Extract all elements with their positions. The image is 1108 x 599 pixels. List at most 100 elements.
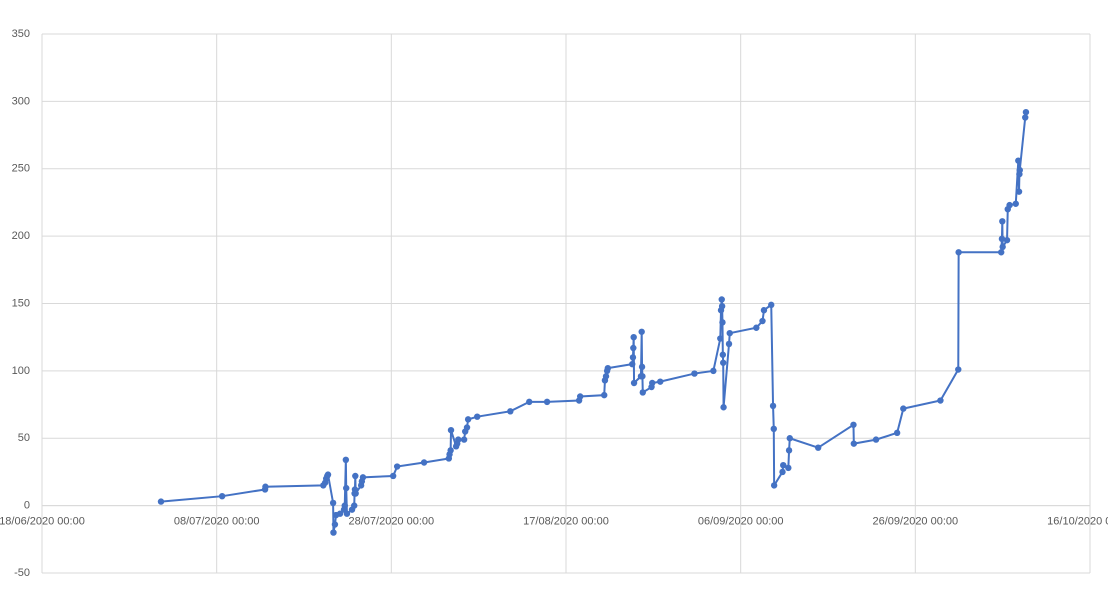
marker	[639, 389, 646, 396]
marker	[759, 317, 766, 325]
marker	[1006, 201, 1013, 209]
y-tick-label: 50	[18, 432, 30, 444]
marker	[955, 366, 962, 373]
marker	[998, 235, 1006, 243]
marker	[770, 425, 777, 433]
marker	[526, 398, 533, 406]
marker	[447, 426, 455, 434]
marker	[649, 379, 656, 387]
marker	[657, 378, 664, 385]
marker	[760, 307, 768, 314]
marker	[999, 243, 1006, 251]
y-tick-label: 100	[12, 365, 30, 377]
x-tick-label: 18/06/2020 00:00	[0, 516, 85, 528]
marker	[604, 364, 612, 372]
x-tick-label: 16/10/2020 00:00	[1047, 516, 1108, 528]
marker	[330, 529, 337, 536]
marker	[937, 397, 944, 404]
x-tick-label: 17/08/2020 00:00	[523, 516, 609, 528]
marker	[336, 510, 344, 517]
y-tick-label: 250	[12, 163, 30, 175]
marker	[543, 398, 551, 406]
marker	[507, 408, 514, 415]
marker	[341, 502, 348, 509]
marker	[1022, 114, 1029, 121]
y-tick-label: 0	[24, 500, 30, 512]
marker	[630, 379, 638, 387]
marker	[629, 360, 636, 368]
marker	[218, 492, 226, 500]
marker	[630, 344, 637, 352]
y-tick-label: 300	[12, 95, 30, 107]
marker	[576, 393, 584, 400]
marker	[329, 499, 337, 507]
y-tick-label: -50	[14, 567, 30, 579]
marker	[342, 456, 350, 464]
marker	[1022, 108, 1030, 116]
marker	[262, 483, 269, 490]
marker	[710, 367, 717, 375]
marker	[785, 464, 792, 472]
marker	[900, 405, 907, 412]
marker	[769, 402, 777, 410]
marker	[1015, 157, 1022, 164]
marker	[601, 391, 608, 399]
line	[160, 112, 1027, 533]
y-tick-label: 150	[12, 297, 30, 309]
marker	[455, 436, 462, 443]
marker	[359, 474, 367, 481]
marker	[725, 340, 733, 348]
marker	[460, 436, 468, 443]
y-tick-label: 350	[12, 28, 30, 40]
marker	[720, 404, 727, 411]
marker	[638, 328, 645, 335]
marker	[420, 459, 428, 466]
marker	[780, 462, 787, 469]
marker	[955, 249, 962, 256]
marker	[324, 471, 332, 478]
marker	[447, 447, 454, 454]
marker	[351, 502, 358, 509]
marker	[720, 359, 727, 366]
marker	[639, 373, 646, 380]
marker	[872, 436, 880, 443]
marker	[718, 302, 726, 310]
marker	[352, 490, 359, 497]
x-tick-label: 28/07/2020 00:00	[349, 516, 435, 528]
marker	[630, 333, 637, 341]
marker	[157, 498, 165, 505]
marker	[1012, 200, 1019, 207]
marker	[814, 444, 822, 451]
marker	[850, 421, 857, 428]
marker	[998, 249, 1005, 256]
marker	[389, 472, 397, 480]
marker	[726, 329, 733, 337]
marker	[719, 319, 726, 326]
marker	[770, 482, 778, 489]
marker	[786, 435, 793, 442]
marker	[893, 429, 901, 437]
marker	[850, 440, 858, 447]
marker	[753, 324, 760, 331]
marker	[779, 468, 786, 476]
marker	[464, 416, 472, 423]
marker	[343, 484, 350, 492]
marker	[393, 463, 401, 470]
marker	[785, 447, 793, 454]
marker	[691, 370, 698, 377]
marker	[352, 472, 359, 480]
marker	[719, 351, 727, 358]
marker	[999, 218, 1006, 225]
marker	[1016, 166, 1023, 174]
y-tick-label: 200	[12, 230, 30, 242]
marker	[602, 373, 610, 380]
marker	[629, 354, 637, 361]
marker	[1003, 236, 1011, 244]
x-tick-label: 26/09/2020 00:00	[873, 516, 959, 528]
marker	[343, 510, 351, 517]
x-tick-label: 06/09/2020 00:00	[698, 516, 784, 528]
marker	[718, 296, 725, 303]
marker	[717, 335, 724, 342]
marker	[331, 521, 339, 528]
